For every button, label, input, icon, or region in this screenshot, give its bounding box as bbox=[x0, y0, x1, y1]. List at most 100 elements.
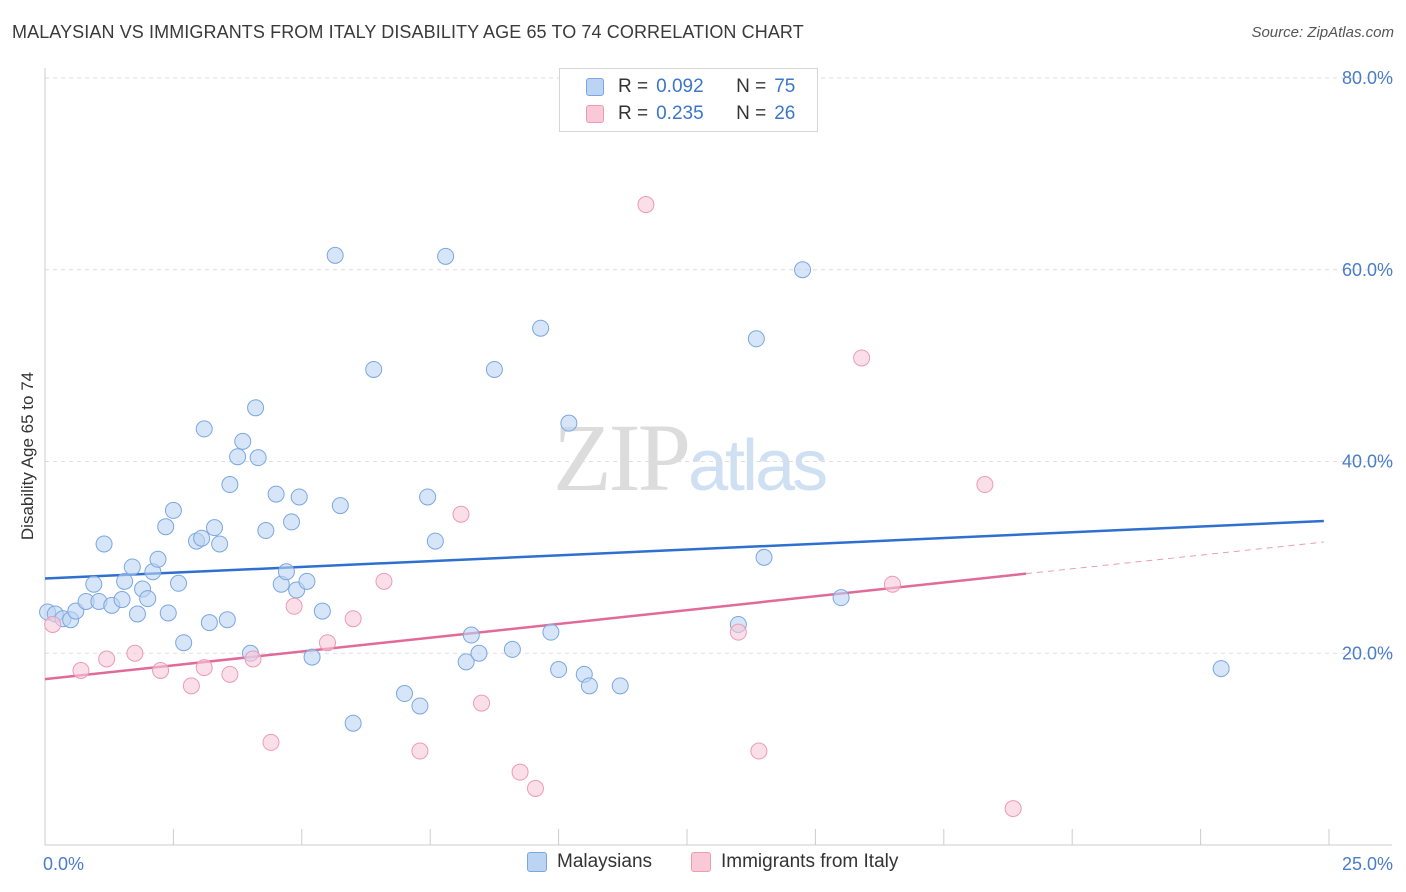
malaysian-point bbox=[95, 535, 113, 553]
malaysian-point bbox=[503, 640, 521, 658]
bottom-malaysians-swatch bbox=[527, 852, 547, 872]
malaysian-point bbox=[331, 497, 349, 515]
correlation-legend: R = 0.092 N = 75 R = 0.235 N = 26 bbox=[559, 68, 818, 132]
malaysian-point bbox=[267, 485, 285, 503]
malaysian-point bbox=[411, 697, 429, 715]
axes bbox=[44, 68, 1392, 846]
malaysian-point bbox=[159, 604, 177, 622]
malaysian-point bbox=[437, 247, 455, 265]
malaysian-point bbox=[747, 330, 765, 348]
italy-trend-extension bbox=[1025, 541, 1324, 575]
trend-lines bbox=[44, 519, 1324, 681]
malaysian-point bbox=[283, 513, 301, 531]
bottom-legend-italy: Immigrants from Italy bbox=[691, 851, 898, 873]
malaysians-r-label: R = bbox=[618, 76, 649, 97]
legend-row-malaysians: R = 0.092 N = 75 bbox=[586, 76, 795, 98]
malaysian-point bbox=[123, 558, 141, 576]
malaysian-point bbox=[303, 648, 321, 666]
malaysian-point bbox=[200, 614, 218, 632]
malaysian-point bbox=[211, 535, 229, 553]
malaysian-point bbox=[157, 518, 175, 536]
bottom-italy-swatch bbox=[691, 852, 711, 872]
malaysian-point bbox=[470, 644, 488, 662]
malaysian-point bbox=[532, 319, 550, 337]
italy-point bbox=[883, 575, 901, 593]
bottom-malaysians-label: Malaysians bbox=[557, 851, 653, 872]
italy-point bbox=[853, 349, 871, 367]
malaysians-n-label: N = bbox=[736, 76, 767, 97]
italy-point bbox=[750, 742, 768, 760]
italy-point bbox=[195, 659, 213, 677]
malaysian-point bbox=[170, 574, 188, 592]
malaysian-point bbox=[298, 572, 316, 590]
bottom-legend-malaysians: Malaysians bbox=[527, 851, 652, 873]
malaysians-swatch bbox=[586, 78, 604, 96]
malaysians-r-value: 0.092 bbox=[656, 76, 704, 97]
malaysian-point bbox=[128, 605, 146, 623]
malaysian-point bbox=[116, 572, 134, 590]
malaysian-point bbox=[832, 589, 850, 607]
italy-trend-line bbox=[44, 572, 1027, 681]
italy-point bbox=[411, 742, 429, 760]
malaysian-point bbox=[611, 677, 629, 695]
malaysian-point bbox=[277, 563, 295, 581]
watermark: ZIPatlas bbox=[553, 402, 828, 513]
malaysian-point bbox=[234, 432, 252, 450]
italy-point bbox=[375, 572, 393, 590]
italy-point bbox=[637, 196, 655, 214]
malaysian-point bbox=[485, 360, 503, 378]
malaysian-point bbox=[313, 602, 331, 620]
italy-point bbox=[318, 634, 336, 652]
malaysian-point bbox=[550, 661, 568, 679]
malaysian-point bbox=[426, 532, 444, 550]
italy-r-label: R = bbox=[618, 103, 649, 124]
malaysians-n-value: 75 bbox=[774, 76, 796, 97]
source-label: Source: ZipAtlas.com bbox=[1251, 24, 1394, 41]
italy-point bbox=[976, 476, 994, 494]
grid-lines bbox=[45, 77, 1392, 654]
italy-point bbox=[221, 665, 239, 683]
malaysian-point bbox=[229, 448, 247, 466]
malaysian-point bbox=[164, 501, 182, 519]
malaysian-point bbox=[290, 488, 308, 506]
italy-point bbox=[1004, 800, 1022, 818]
malaysian-point bbox=[580, 677, 598, 695]
y-tick-label: 20.0% bbox=[1342, 643, 1393, 663]
malaysian-point bbox=[149, 550, 167, 568]
bottom-italy-label: Immigrants from Italy bbox=[721, 851, 899, 872]
malaysian-point bbox=[175, 634, 193, 652]
watermark-atlas: atlas bbox=[688, 426, 828, 506]
malaysian-point bbox=[195, 420, 213, 438]
italy-n-value: 26 bbox=[774, 103, 796, 124]
malaysian-point bbox=[365, 360, 383, 378]
italy-point bbox=[244, 650, 262, 668]
malaysian-point bbox=[344, 714, 362, 732]
italy-n-label: N = bbox=[736, 103, 767, 124]
malaysian-point bbox=[462, 626, 480, 644]
malaysian-point bbox=[257, 522, 275, 540]
malaysian-point bbox=[542, 623, 560, 641]
italy-point bbox=[182, 677, 200, 695]
malaysian-point bbox=[221, 476, 239, 494]
x-tick-label-start: 0.0% bbox=[43, 854, 84, 874]
malaysian-point bbox=[560, 414, 578, 432]
italy-point bbox=[526, 779, 544, 797]
malaysian-point bbox=[457, 653, 475, 671]
italy-point bbox=[452, 505, 470, 523]
malaysian-point bbox=[205, 519, 223, 537]
malaysians-trend-line bbox=[44, 519, 1324, 580]
y-tick-label: 80.0% bbox=[1342, 68, 1393, 88]
italy-point bbox=[729, 623, 747, 641]
italy-point bbox=[98, 650, 116, 668]
tick-labels: 20.0% 40.0% 60.0% 80.0% 0.0% 25.0% Disability … bbox=[18, 68, 1393, 874]
italy-point bbox=[72, 662, 90, 680]
italy-point bbox=[344, 610, 362, 628]
malaysian-point bbox=[419, 488, 437, 506]
malaysian-point bbox=[85, 575, 103, 593]
italy-point bbox=[152, 662, 170, 680]
y-tick-label: 40.0% bbox=[1342, 452, 1393, 472]
chart-title: MALAYSIAN VS IMMIGRANTS FROM ITALY DISAB… bbox=[12, 22, 804, 42]
malaysian-point bbox=[247, 399, 265, 417]
italy-point bbox=[511, 763, 529, 781]
legend-row-italy: R = 0.235 N = 26 bbox=[586, 103, 795, 125]
